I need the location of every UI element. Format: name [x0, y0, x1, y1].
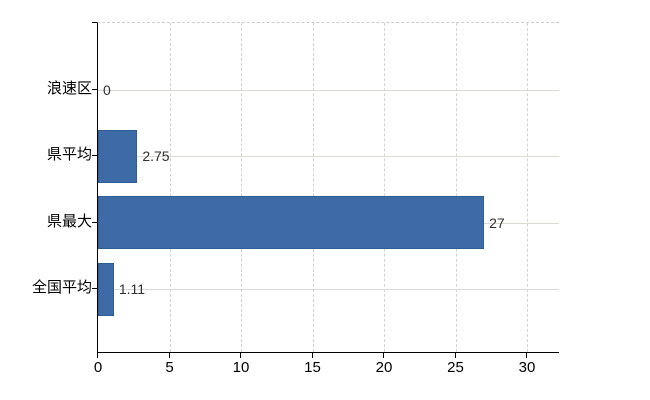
x-axis-tick-label: 10	[232, 359, 250, 376]
bar-県最大	[98, 196, 485, 250]
vertical-gridline	[384, 23, 385, 352]
x-axis-tick-label: 30	[518, 359, 536, 376]
x-axis-tick	[526, 353, 527, 358]
category-tick	[92, 155, 97, 157]
category-tick	[92, 221, 97, 223]
x-axis-tick	[168, 353, 170, 358]
x-axis-tick-label: 20	[375, 359, 393, 376]
x-axis-tick-label: 25	[447, 359, 464, 376]
x-axis-tick-label: 0	[93, 359, 103, 376]
category-label-県平均: 県平均	[46, 146, 92, 164]
bar-value-label: 1.11	[118, 281, 146, 297]
x-axis-tick	[383, 353, 384, 358]
x-axis-tick	[97, 353, 98, 358]
category-tick	[92, 288, 97, 289]
plot-area: 0 2.75 27 1.11	[97, 22, 559, 353]
vertical-gridline	[527, 23, 528, 352]
category-tick	[92, 89, 97, 90]
category-label-浪速区: 浪速区	[46, 80, 92, 97]
x-axis-tick-label: 5	[165, 359, 174, 376]
bar-value-label: 27	[489, 214, 505, 231]
horizontal-gridline	[98, 156, 559, 158]
vertical-gridline	[455, 23, 457, 352]
vertical-gridline	[169, 23, 171, 352]
horizontal-gridline	[98, 90, 559, 91]
bar-value-label: 0	[103, 82, 111, 98]
x-axis-tick-label: 15	[304, 359, 321, 376]
category-label-全国平均: 全国平均	[31, 279, 92, 296]
bar-value-label: 2.75	[142, 148, 170, 165]
vertical-gridline	[241, 23, 242, 352]
x-axis-tick	[240, 353, 241, 358]
axis-top-tick	[92, 22, 97, 23]
bar-全国平均	[98, 262, 114, 316]
vertical-gridline	[312, 23, 314, 352]
bar-県平均	[98, 129, 138, 183]
x-axis-tick	[311, 353, 313, 358]
horizontal-gridline	[98, 289, 559, 290]
category-label-県最大: 県最大	[46, 212, 92, 230]
x-axis-tick	[454, 353, 456, 358]
